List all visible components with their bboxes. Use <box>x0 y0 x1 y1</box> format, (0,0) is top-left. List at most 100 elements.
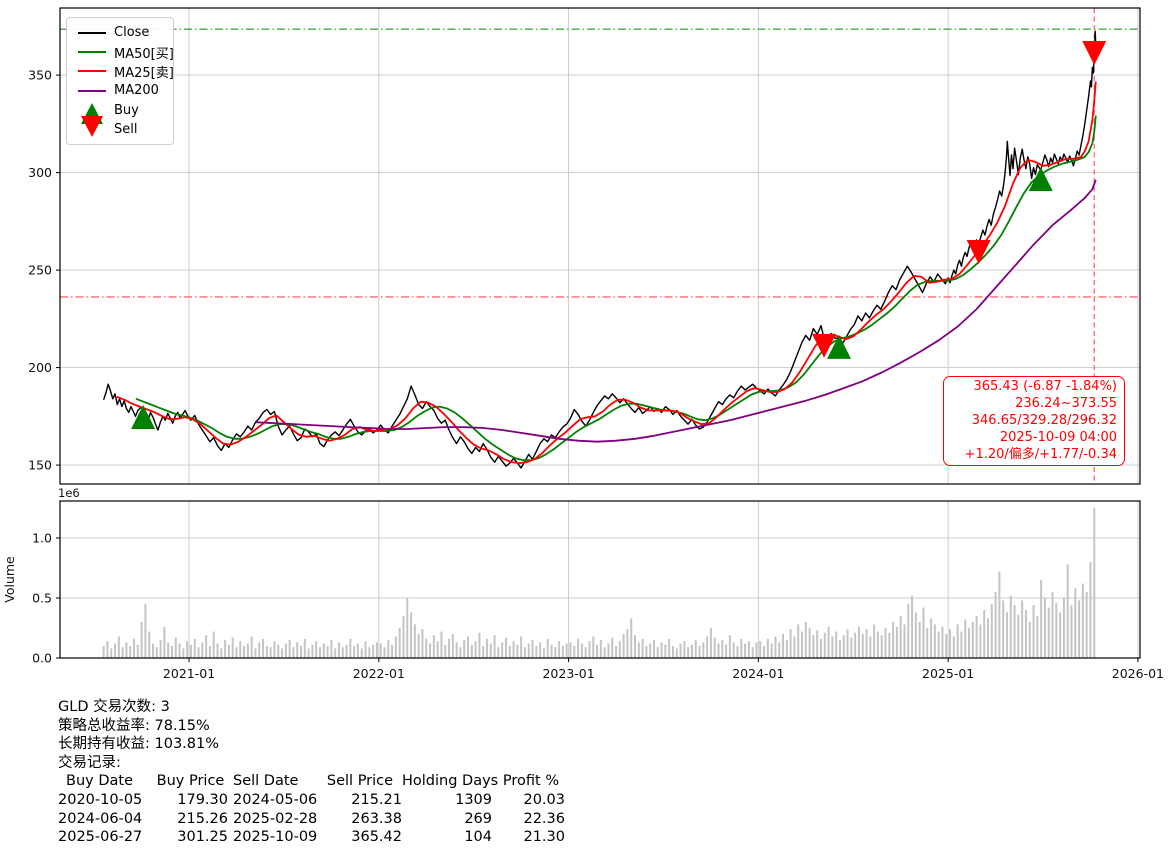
trade-cell: 21.30 <box>523 829 565 846</box>
volume-bar <box>694 639 697 658</box>
volume-bar <box>850 637 853 658</box>
strategy-stats: GLD 交易次数: 3 策略总收益率: 78.15% 长期持有收益: 103.8… <box>58 698 570 847</box>
volume-bar <box>835 631 838 658</box>
legend: Close MA50[买] MA25[卖] MA200 Buy Sell <box>66 17 174 146</box>
volume-bar <box>311 644 314 658</box>
volume-bar <box>983 609 986 658</box>
volume-bar <box>721 639 724 658</box>
volume-bar <box>281 648 284 658</box>
volume-bar <box>918 621 921 658</box>
trade-cell: 20.03 <box>523 791 565 808</box>
volume-bar <box>459 647 462 658</box>
sell-marker <box>966 239 991 264</box>
volume-bar <box>945 633 948 658</box>
volume-bar <box>345 644 348 658</box>
volume-bar <box>736 645 739 658</box>
price-ytick-label: 200 <box>28 360 52 375</box>
volume-bar <box>801 631 804 658</box>
volume-bar <box>637 642 640 658</box>
volume-bar <box>504 637 507 658</box>
legend-line-swatch <box>78 51 106 54</box>
volume-bar <box>391 644 394 658</box>
volume-bar <box>998 571 1001 658</box>
volume-bar <box>387 639 390 658</box>
volume-bar <box>1013 605 1016 658</box>
volume-bar <box>751 647 754 658</box>
volume-bar <box>208 645 211 658</box>
volume-bar <box>565 643 568 658</box>
volume-bar <box>174 637 177 658</box>
volume-ytick-label: 1.0 <box>32 530 52 545</box>
volume-bar <box>167 642 170 658</box>
volume-bar <box>326 645 329 658</box>
volume-bar <box>140 621 143 658</box>
volume-bar <box>197 647 200 658</box>
volume-bar <box>660 642 663 658</box>
price-volume-chart: 150 200 250 300 350 0.0 0.5 1.0 2021-01 2022-01 20… <box>2 7 1164 681</box>
volume-bar <box>611 637 614 658</box>
volume-bar <box>732 642 735 658</box>
volume-bar <box>1021 600 1024 658</box>
volume-bar <box>763 645 766 658</box>
volume-bar <box>201 642 204 658</box>
volume-bar <box>812 635 815 658</box>
trades-table: Buy Date Buy Price Sell Date Sell Price Hold… <box>58 772 570 846</box>
legend-item-sell: Sell <box>77 116 173 139</box>
volume-bar <box>930 618 933 658</box>
volume-bar <box>804 621 807 658</box>
volume-bar <box>106 641 109 658</box>
price-annotation: 365.43 (-6.87 -1.84%) 236.24~373.55 346.… <box>943 376 1125 466</box>
volume-bar <box>436 641 439 658</box>
volume-bar <box>1040 579 1043 658</box>
volume-bar <box>994 591 997 658</box>
volume-bar <box>842 635 845 658</box>
volume-bar <box>884 627 887 658</box>
volume-bar <box>330 639 333 658</box>
volume-bar <box>584 647 587 658</box>
volume-bar <box>334 648 337 658</box>
volume-bar <box>307 648 310 658</box>
volume-bar <box>664 644 667 658</box>
volume-bar <box>273 641 276 658</box>
volume-bar <box>159 639 162 658</box>
volume-bar <box>607 643 610 658</box>
legend-label: MA50[买] <box>114 46 174 62</box>
volume-bar <box>603 647 606 658</box>
price-ytick-label: 250 <box>28 263 52 278</box>
volume-bar <box>493 635 496 658</box>
volume-bar <box>178 643 181 658</box>
trade-row: 2025-06-27 301.25 2025-10-09 365.42 104 21.30 <box>58 828 570 847</box>
volume-bar <box>535 645 538 658</box>
volume-bar <box>668 638 671 658</box>
volume-bar <box>1093 507 1096 658</box>
trades-header-cell: Holding Days <box>402 773 499 790</box>
volume-bar <box>755 642 758 658</box>
volume-bar <box>243 645 246 658</box>
volume-bar <box>914 612 917 658</box>
volume-bar <box>512 641 515 658</box>
legend-line-swatch <box>78 89 106 92</box>
volume-bar <box>895 626 898 658</box>
trades-header-cell: Buy Date <box>66 773 133 790</box>
volume-bar <box>182 648 185 658</box>
volume-bar <box>189 644 192 658</box>
ma25-line <box>116 81 1097 464</box>
volume-bar <box>539 642 542 658</box>
volume-bar <box>580 643 583 658</box>
volume-bar <box>186 641 189 658</box>
xtick-label: 2021-01 <box>163 666 215 681</box>
legend-label: MA25[卖] <box>114 65 174 81</box>
volume-bar <box>216 643 219 658</box>
legend-item-ma50: MA50[买] <box>77 42 174 62</box>
volume-bar <box>1017 614 1020 658</box>
volume-bar <box>425 638 428 658</box>
trade-cell: 2024-06-04 <box>58 810 143 827</box>
volume-bar <box>262 638 265 658</box>
volume-bar <box>740 638 743 658</box>
volume-bar <box>687 647 690 658</box>
volume-bar <box>968 627 971 658</box>
volume-bar <box>596 644 599 658</box>
legend-label: Close <box>114 25 150 41</box>
trade-cell: 2024-05-06 <box>233 791 318 808</box>
sell-triangle-icon <box>81 116 103 138</box>
